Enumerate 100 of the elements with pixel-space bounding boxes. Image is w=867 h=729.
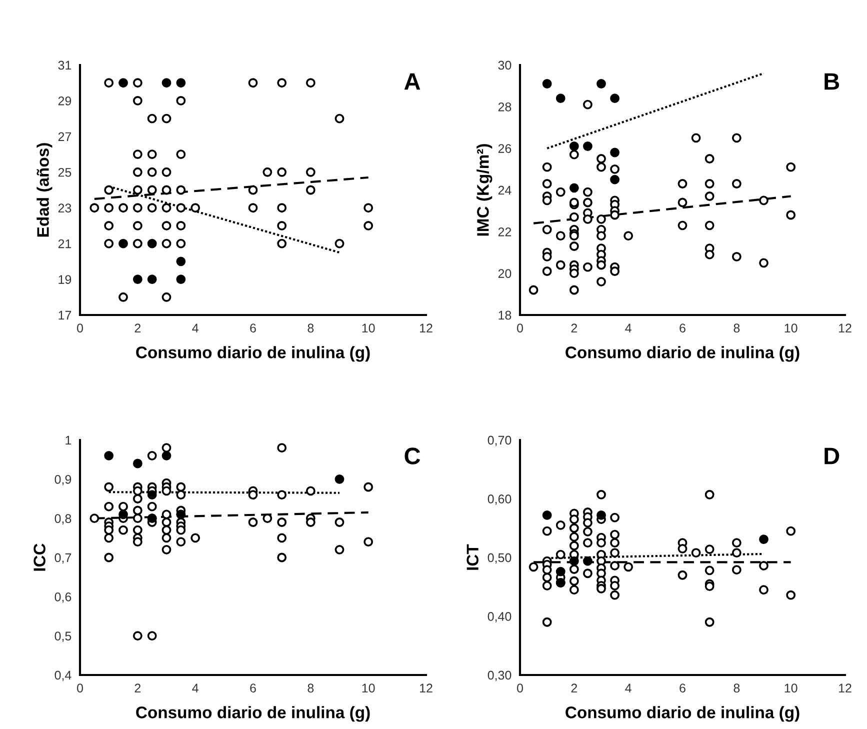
x-tick-label: 4: [625, 324, 632, 332]
point: [542, 79, 552, 88]
point: [364, 203, 374, 213]
y-tick-label: 27: [58, 132, 72, 141]
point: [759, 534, 768, 544]
point: [162, 292, 172, 302]
y-tick-label: 0,9: [54, 474, 72, 486]
point: [147, 150, 157, 159]
point: [162, 450, 172, 460]
x-tick-label: 6: [680, 684, 686, 693]
point: [569, 183, 579, 193]
point: [162, 78, 172, 88]
x-tick-label: 4: [192, 684, 198, 692]
annotation: A: [404, 73, 420, 90]
point: [132, 203, 142, 213]
point: [610, 174, 620, 184]
point: [277, 203, 287, 213]
x-tick-label: 12: [420, 324, 432, 332]
point: [147, 490, 157, 500]
point: [162, 167, 172, 177]
point: [334, 474, 344, 484]
point: [104, 78, 114, 88]
y-axis-title: ICT: [466, 544, 478, 570]
point: [132, 167, 142, 177]
x-tick-label: 6: [250, 684, 256, 693]
point: [176, 274, 186, 284]
point: [162, 221, 172, 230]
point: [132, 274, 142, 284]
x-tick-label: 12: [420, 684, 432, 692]
point: [248, 78, 258, 88]
x-axis-title: Consumo diario de inulina (g): [136, 346, 370, 362]
y-axis-title: IMC (Kg/m²): [476, 144, 492, 236]
y-tick-label: 17: [58, 310, 72, 320]
x-tick-label: 6: [250, 324, 256, 333]
point: [104, 185, 114, 195]
x-tick-label: 2: [134, 324, 141, 332]
x-tick-label: 8: [734, 324, 740, 333]
y-tick-label: 23: [58, 204, 72, 213]
x-tick-label: 2: [571, 684, 578, 692]
point: [162, 238, 172, 248]
x-tick-label: 0: [77, 684, 83, 693]
point: [248, 203, 258, 213]
y-tick-label: 26: [498, 144, 512, 153]
point: [147, 203, 157, 213]
x-tick-label: 10: [362, 684, 375, 693]
y-tick-label: 0,50: [488, 553, 512, 564]
point: [104, 221, 114, 230]
point: [147, 114, 157, 124]
x-tick-label: 8: [308, 684, 314, 693]
x-tick-label: 10: [784, 684, 798, 693]
point: [277, 78, 287, 88]
y-tick-label: 24: [498, 186, 512, 195]
point: [162, 114, 172, 124]
point: [306, 185, 316, 195]
point: [176, 238, 186, 248]
point: [132, 96, 142, 106]
point: [176, 150, 186, 159]
point: [132, 221, 142, 230]
point: [147, 185, 157, 195]
y-tick-label: 0,4: [54, 670, 72, 682]
point: [162, 203, 172, 213]
point: [147, 167, 157, 177]
point: [262, 167, 272, 177]
point: [147, 238, 157, 248]
x-tick-label: 8: [734, 684, 740, 693]
point: [104, 238, 114, 248]
point: [569, 556, 579, 566]
point: [90, 203, 100, 213]
point: [118, 203, 128, 213]
point: [306, 78, 316, 88]
point: [277, 221, 287, 230]
point: [556, 94, 566, 104]
y-tick-label: 1: [66, 436, 72, 445]
y-tick-label: 25: [58, 168, 72, 177]
y-tick-label: 0,70: [488, 436, 512, 446]
y-tick-label: 30: [498, 60, 512, 70]
point: [277, 167, 287, 177]
point: [277, 238, 287, 248]
point: [556, 566, 566, 576]
point: [610, 94, 620, 104]
point: [306, 167, 316, 177]
x-axis-title: Consumo diario de inulina (g): [136, 706, 370, 722]
y-tick-label: 0,8: [54, 514, 72, 524]
point: [583, 556, 592, 566]
y-tick-label: 22: [498, 227, 512, 236]
point: [542, 510, 552, 520]
x-tick-label: 0: [77, 324, 83, 333]
point: [596, 79, 606, 88]
point: [118, 238, 128, 248]
x-tick-label: 10: [784, 324, 798, 333]
point: [162, 185, 172, 195]
point: [147, 274, 157, 284]
x-tick-label: 8: [308, 324, 314, 333]
point: [569, 142, 579, 151]
y-tick-label: 0,5: [54, 632, 72, 642]
point: [334, 238, 344, 248]
point: [248, 185, 258, 195]
y-tick-label: 28: [498, 102, 512, 112]
x-tick-label: 0: [517, 684, 523, 693]
annotation: D: [824, 448, 840, 464]
